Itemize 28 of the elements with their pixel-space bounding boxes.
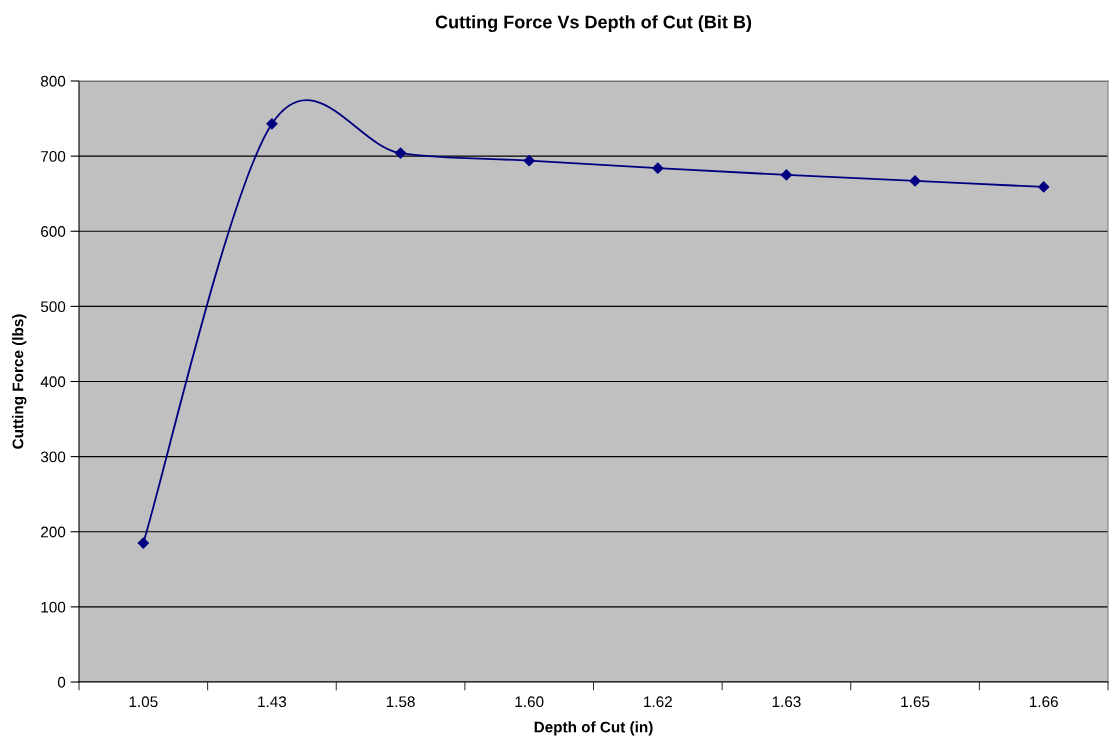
y-tick-label: 100 [41,601,66,613]
point [652,162,664,174]
x-tick-label: 1.65 [901,696,930,708]
y-tick-label: 700 [41,150,66,162]
y-tick-label: 500 [40,301,66,313]
point [266,118,278,130]
x-tick-label: 1.60 [515,696,544,708]
x-tick-label: 1.05 [129,696,158,708]
point [137,537,149,549]
x-tick-label: 1.63 [772,696,801,708]
point [780,169,793,181]
y-tick-label: 600 [41,226,66,237]
point [523,155,535,167]
x-tick-label: 1.58 [386,696,415,708]
x-tick-label: 1.62 [644,696,672,708]
y-tick-label: 300 [40,451,66,463]
y-tick-label: 400 [40,376,66,388]
x-tick-label: 1.43 [258,696,287,708]
y-tick-label: 800 [40,75,66,87]
chart-title: Cutting Force Vs Depth of Cut (Bit B) [435,15,752,33]
x-tick-label: 1.66 [1029,696,1058,708]
point [1038,181,1050,193]
point [909,175,921,187]
y-tick-label: 0 [57,676,66,688]
point [394,147,407,159]
x-axis-title: Depth of Cut (in) [534,721,653,736]
y-tick-label: 200 [41,526,66,538]
y-axis-title: Cutting Force (lbs) [12,314,27,449]
